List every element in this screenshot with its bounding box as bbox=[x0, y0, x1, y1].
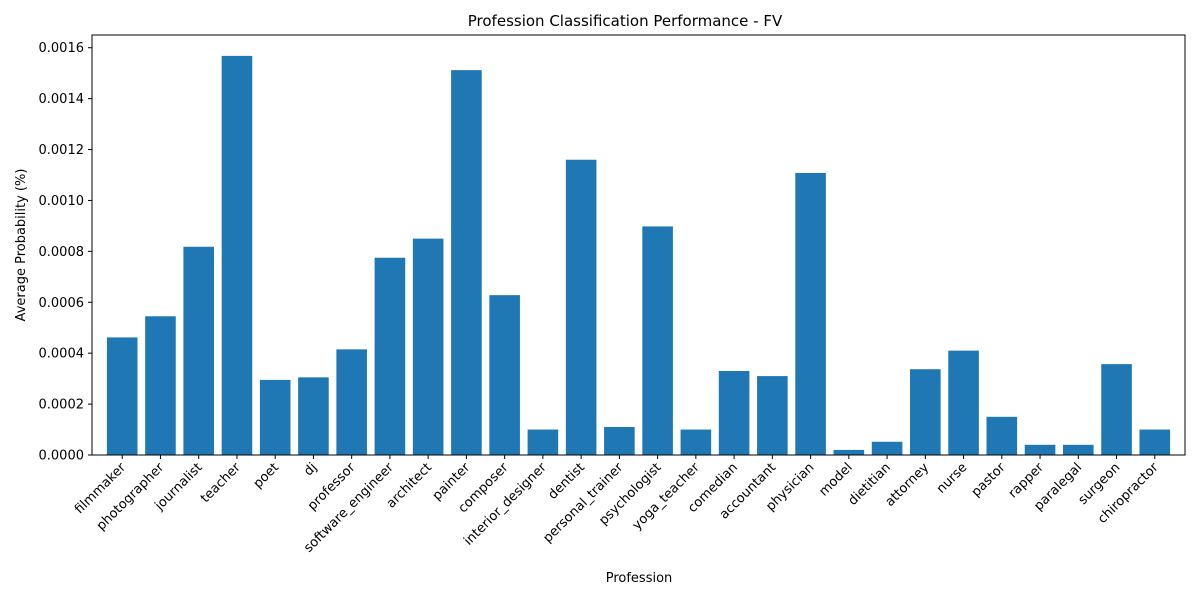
bar-rapper bbox=[1024, 444, 1056, 455]
x-tick-label-photographer: photographer bbox=[94, 460, 168, 534]
x-tick-label-poet: poet bbox=[251, 460, 282, 491]
y-axis-label: Average Probability (%) bbox=[14, 169, 29, 322]
bar-painter bbox=[451, 70, 482, 455]
bar-accountant bbox=[757, 376, 788, 455]
plot-frame bbox=[91, 34, 1186, 456]
bar-software_engineer bbox=[374, 257, 406, 455]
bar-psychologist bbox=[642, 226, 673, 455]
bar-surgeon bbox=[1101, 364, 1132, 455]
y-tick-label: 0.0004 bbox=[39, 347, 85, 362]
x-axis-label: Profession bbox=[606, 571, 673, 586]
bar-interior_designer bbox=[527, 429, 559, 455]
y-tick-label: 0.0000 bbox=[39, 449, 85, 464]
y-tick-label: 0.0002 bbox=[39, 398, 85, 413]
chart-title: Profession Classification Performance - … bbox=[468, 12, 783, 30]
bar-professor bbox=[336, 349, 367, 455]
bar-photographer bbox=[145, 316, 176, 455]
bar-personal_trainer bbox=[604, 427, 635, 455]
bar-poet bbox=[259, 379, 291, 455]
y-tick-label: 0.0016 bbox=[39, 41, 85, 56]
y-tick-label: 0.0014 bbox=[39, 92, 85, 107]
x-tick-label-yoga_teacher: yoga_teacher bbox=[630, 460, 703, 533]
bar-yoga_teacher bbox=[680, 429, 712, 455]
bar-comedian bbox=[718, 371, 750, 455]
bar-attorney bbox=[910, 369, 941, 455]
bar-journalist bbox=[183, 246, 214, 455]
bar-physician bbox=[795, 172, 826, 455]
bar-teacher bbox=[221, 55, 253, 456]
y-tick-label: 0.0008 bbox=[39, 245, 85, 260]
y-tick-label: 0.0010 bbox=[39, 194, 85, 209]
bar-nurse bbox=[948, 350, 979, 455]
bar-dietitian bbox=[871, 441, 903, 455]
plot-area: 0.0000 0.0002 0.0004 0.0006 0.0008 0.0010 0.00… bbox=[39, 34, 1186, 556]
y-tick-label: 0.0012 bbox=[39, 143, 85, 158]
bar-dj bbox=[298, 377, 329, 455]
bar-composer bbox=[489, 295, 520, 455]
bar-chiropractor bbox=[1139, 429, 1171, 455]
x-tick-label-teacher: teacher bbox=[198, 460, 244, 506]
x-tick-label-nurse: nurse bbox=[934, 460, 970, 496]
bar-paralegal bbox=[1063, 444, 1094, 455]
x-tick-label-pastor: pastor bbox=[969, 460, 1009, 500]
x-tick-label-dj: dj bbox=[301, 460, 320, 479]
bar-pastor bbox=[986, 416, 1018, 455]
y-tick-label: 0.0006 bbox=[39, 296, 85, 311]
bar-filmmaker bbox=[106, 337, 138, 455]
bar-model bbox=[833, 449, 865, 455]
bar-dentist bbox=[565, 159, 597, 456]
bar-architect bbox=[412, 238, 444, 455]
